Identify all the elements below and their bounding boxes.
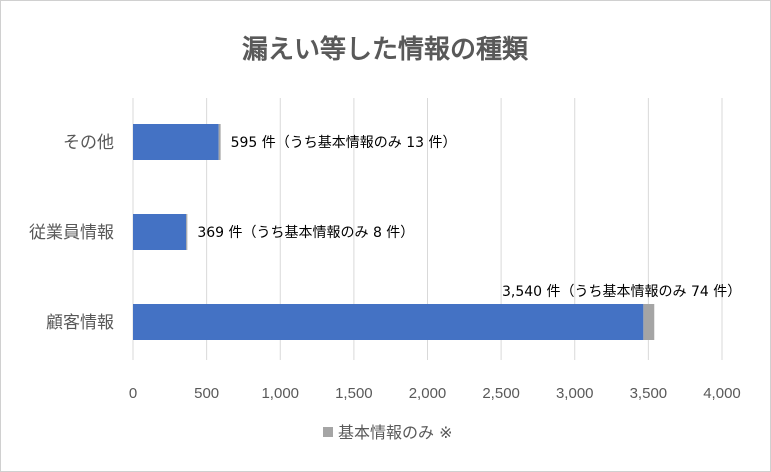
bar-segment-main (133, 214, 187, 250)
bar-segment-basic-info (186, 214, 188, 250)
category-label: 従業員情報 (29, 223, 114, 243)
x-tick-label: 1,000 (261, 385, 299, 402)
bar-segment-main (133, 304, 644, 340)
legend-swatch (323, 427, 333, 437)
legend-label: 基本情報のみ ※ (338, 423, 453, 442)
x-tick-label: 1,500 (335, 385, 373, 402)
x-tick-label: 3,500 (630, 385, 668, 402)
x-tick-labels: 0 500 1,000 1,500 2,000 2,500 3,000 3,500 4,000 (129, 385, 741, 402)
category-label: その他 (63, 133, 114, 153)
bars (133, 124, 655, 340)
x-tick-label: 2,000 (409, 385, 447, 402)
x-tick-label: 2,500 (482, 385, 520, 402)
data-label: 595 件（うち基本情報のみ 13 件） (231, 134, 457, 151)
bar-segment-basic-info (218, 124, 221, 160)
data-label: 3,540 件（うち基本情報のみ 74 件） (502, 283, 741, 300)
bar-segment-basic-info (643, 304, 655, 340)
legend: 基本情報のみ ※ (323, 423, 453, 442)
x-tick-label: 3,000 (556, 385, 594, 402)
x-tick-label: 500 (194, 385, 219, 402)
x-tick-label: 4,000 (703, 385, 741, 402)
x-tick-label: 0 (129, 385, 137, 402)
chart-title: 漏えい等した情報の種類 (242, 34, 529, 65)
bar-segment-main (133, 124, 219, 160)
data-label: 369 件（うち基本情報のみ 8 件） (197, 224, 414, 241)
data-labels: 595 件（うち基本情報のみ 13 件） 369 件（うち基本情報のみ 8 件） 3… (197, 134, 741, 300)
category-label: 顧客情報 (46, 313, 114, 333)
